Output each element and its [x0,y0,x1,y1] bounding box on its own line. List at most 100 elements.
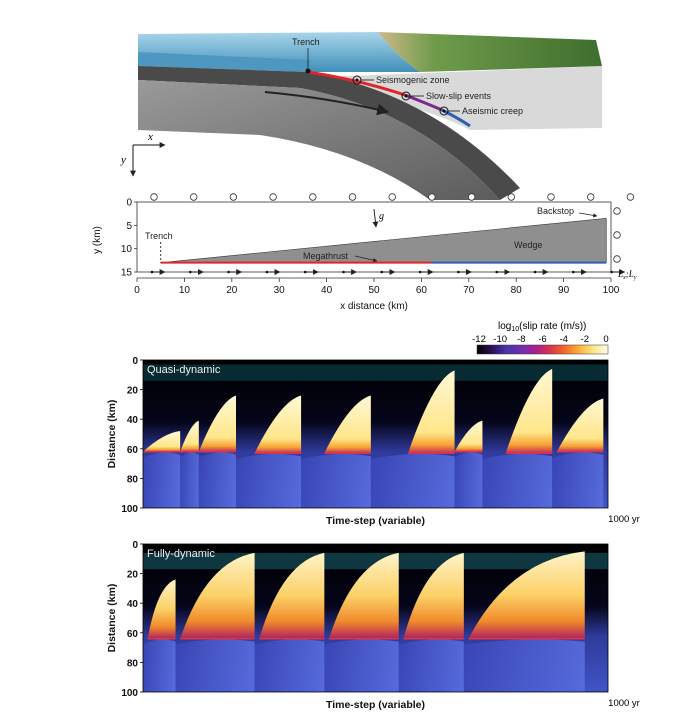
boundary-marker-top [587,193,595,201]
ly-subscript: y [633,275,637,281]
slip-event [454,420,483,452]
x-tick-label: 60 [416,285,428,296]
slip-event [198,395,236,452]
heatmap-y-tick-label: 60 [127,629,139,640]
seismogenic-marker-dot [355,78,359,82]
x-tick-label: 40 [321,285,333,296]
slip-event [324,395,371,454]
velocity-arrow-tail [189,270,192,274]
subduction-block-diagram: Trench Seismogenic zone Slow-slip events… [120,32,602,200]
heatmap-events [143,551,608,692]
velocity-arrow-tail [533,270,537,274]
colorbar-title-sub: 10 [511,326,519,333]
interseismic-creep [398,639,464,692]
boundary-marker-top [348,193,357,201]
slip-event [147,579,176,639]
slip-event [329,552,399,639]
heatmap-y-tick-label: 20 [127,570,139,581]
interseismic-creep [236,453,302,508]
colorbar-tick-label: 0 [603,334,608,345]
velocity-arrow-tail [380,270,384,274]
trench-point [305,68,311,74]
heatmap-y-label: Distance (km) [106,584,118,653]
interseismic-creep [198,452,236,508]
lx-ly-label: Lx;Ly [617,269,637,281]
interseismic-creep [552,452,604,508]
heatmap-x-label: Time-step (variable) [326,515,425,527]
heatmap-x-end-label: 1000 yr [608,698,640,709]
right-boundary-markers [613,207,621,263]
boundary-marker-right [613,231,621,239]
ly-symbol: L [628,269,634,279]
x-tick-label: 30 [274,285,286,296]
boundary-marker-top [388,193,396,201]
slip-event [143,431,181,452]
panel-b-y-label: y (km) [92,226,103,254]
slip-event [505,368,553,454]
heatmap-title: Quasi-dynamic [147,364,221,376]
heatmap-y-tick-label: 0 [132,540,138,551]
slip-event [180,420,199,452]
boundary-marker-top [467,193,476,201]
colorbar-gradient [476,344,609,355]
aseismic-marker-dot [442,109,446,113]
x-tick-label: 70 [463,285,475,296]
boundary-marker-top [507,193,515,201]
x-tick-label: 50 [368,285,380,296]
interseismic-creep [254,639,325,692]
seismogenic-label: Seismogenic zone [376,75,450,85]
colorbar-title-prefix: log [498,321,511,332]
lx-subscript: x [622,275,626,281]
slip-event [254,395,302,454]
velocity-arrow-tail [572,270,575,274]
boundary-marker-top [547,193,555,201]
panel-b-y-ticks: 0 5 10 15 [121,198,137,279]
heatmap-title: Fully-dynamic [147,548,215,560]
heatmap-y-tick-label: 100 [121,504,138,515]
slip-event [403,552,464,639]
x-tick-label: 0 [134,285,140,296]
colorbar-tick-label: -8 [517,334,525,345]
boundary-marker-top [229,193,238,201]
shallow-slow-band [143,364,608,381]
interseismic-creep [370,453,455,508]
mantle-block [300,66,602,130]
x-tick-label: 20 [226,285,238,296]
model-setup-panel: 0 5 10 15 0 10 20 30 40 50 60 70 80 90 100 y (km) x d… [92,193,637,312]
gravity-label: g [379,211,384,222]
colorbar-tick-label: -4 [559,334,567,345]
interseismic-creep [301,453,371,508]
seismogenic-zone-line [307,70,406,97]
heatmap-y-tick-label: 40 [127,599,139,610]
heatmap-y-tick-label: 0 [132,356,138,367]
x-axis-label: x [147,131,153,143]
velocity-arrow-tail [150,270,154,274]
velocity-arrow-tail [610,270,613,274]
heatmap-x-end-label: 1000 yr [608,514,640,525]
backstop-leader [578,212,598,218]
boundary-marker-top [428,193,436,201]
boundary-marker-top [309,193,317,201]
interseismic-creep [324,639,399,692]
slow-slip-marker-dot [404,94,408,98]
x-tick-label: 100 [603,285,620,296]
backstop-label: Backstop [537,206,574,216]
quasi-dynamic-heatmap: 0 20 40 60 80 100 Quasi-dynamic Distance (km) Ti… [106,356,640,527]
subducting-slab [138,80,500,200]
aseismic-label: Aseismic creep [462,106,523,116]
panel-b-x-ticks: 0 10 20 30 40 50 60 70 80 90 100 [134,277,620,296]
colorbar-tick-labels: -12 -10 -8 -6 -4 -2 0 [472,334,609,345]
interseismic-creep [143,639,176,692]
colorbar-title: log10(slip rate (m/s)) [498,321,586,333]
slip-event [259,552,325,639]
colorbar-tick-label: -12 [472,334,486,345]
boundary-marker-top [189,193,198,201]
heatmap-y-label: Distance (km) [106,400,118,469]
velocity-arrow-tail [495,270,499,274]
y-tick-label: 5 [126,221,132,232]
slip-event [180,552,255,639]
megathrust-leader [354,255,378,263]
heatmap-y-tick-label: 40 [127,415,139,426]
top-boundary-markers [150,193,635,201]
